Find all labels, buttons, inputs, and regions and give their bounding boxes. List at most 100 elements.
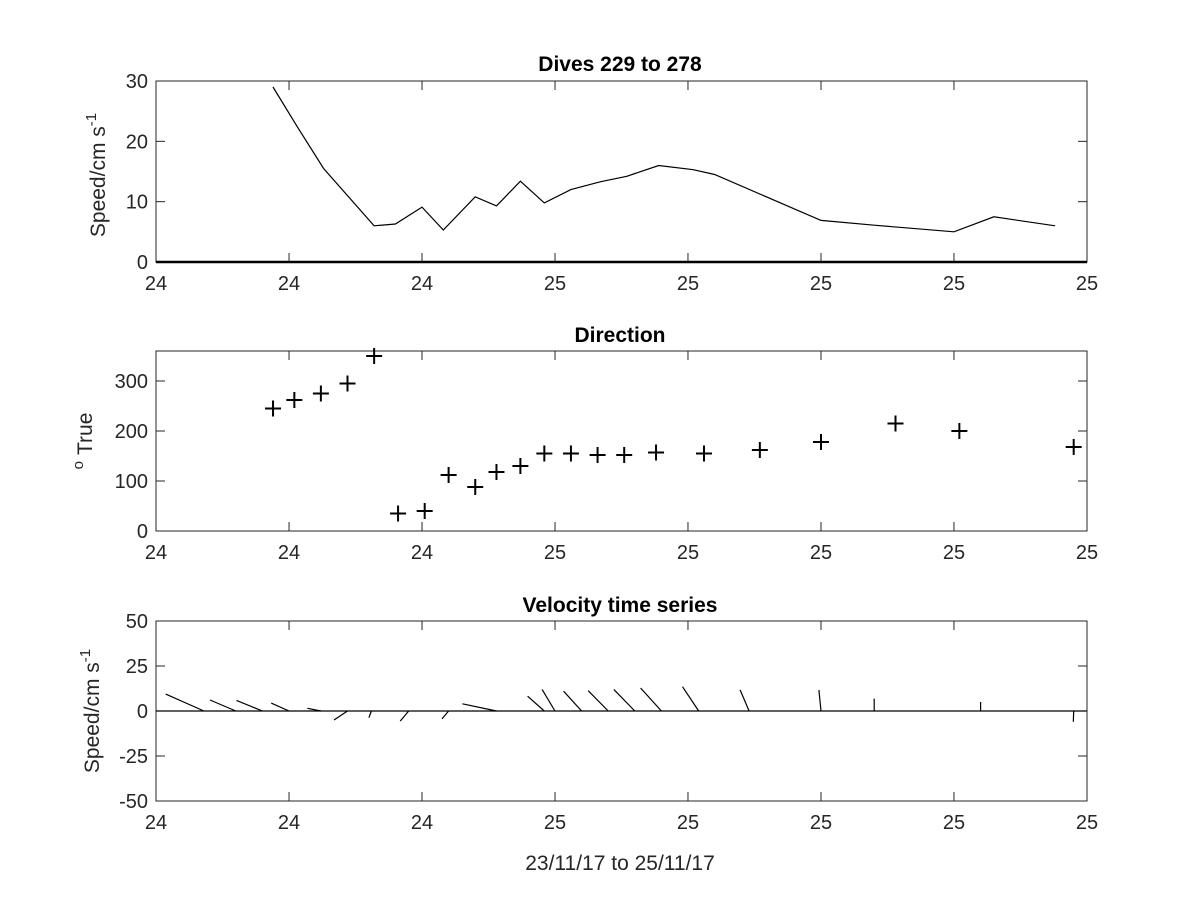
direction-xtick-label: 25: [544, 542, 566, 564]
direction-point: [951, 423, 968, 439]
velocity-stick: [441, 710, 450, 720]
velocity-xtick-label: 24: [411, 812, 433, 834]
velocity-stick: [563, 690, 583, 712]
direction-point: [887, 415, 904, 432]
velocity-stick: [682, 686, 700, 712]
speed-title: Dives 229 to 278: [538, 53, 702, 76]
velocity-stick: [333, 710, 348, 721]
direction-panel: Direction o True 0 100 200 300 24 24 24 25 25 25 25…: [70, 324, 1098, 564]
speed-xtick-label: 25: [943, 273, 965, 295]
speed-xtick-label: 24: [411, 273, 433, 295]
velocity-ytick-label: -25: [119, 746, 148, 768]
velocity-ytick-label: 50: [126, 611, 148, 633]
direction-point: [751, 442, 768, 458]
velocity-xtick-label: 25: [943, 812, 965, 834]
speed-ytick-label: 10: [126, 192, 148, 214]
direction-plot-area: 0 100 200 300 24 24 24 25 25 25 25 25: [115, 348, 1098, 564]
velocity-stick: [587, 690, 609, 712]
velocity-xlabel: 23/11/17 to 25/11/17: [525, 852, 715, 875]
direction-xtick-label: 24: [411, 542, 433, 564]
direction-ytick-label: 300: [115, 371, 148, 393]
direction-axes-box: [155, 350, 1088, 532]
speed-ytick-label: 20: [126, 131, 148, 153]
direction-point: [562, 445, 579, 462]
direction-point: [312, 385, 329, 402]
direction-point: [813, 434, 830, 450]
velocity-ylabel: Speed/cm s-1: [77, 649, 104, 773]
velocity-stick: [613, 688, 636, 712]
direction-ytick-label: 100: [115, 471, 148, 493]
direction-xtick-label: 24: [145, 542, 167, 564]
direction-point: [695, 445, 712, 462]
speed-xtick-label: 25: [544, 273, 566, 295]
velocity-stick: [640, 687, 662, 712]
speed-series-line: [272, 86, 1056, 233]
speed-ytick-label: 30: [126, 71, 148, 93]
speed-panel: Dives 229 to 278 Speed/cm s-1 0 10 20 30 24 2…: [83, 53, 1098, 295]
speed-xtick-label: 25: [810, 273, 832, 295]
velocity-ytick-label: -50: [119, 791, 148, 813]
direction-xtick-label: 25: [943, 542, 965, 564]
velocity-xtick-label: 25: [1076, 812, 1098, 834]
direction-title: Direction: [574, 324, 665, 347]
direction-xtick-label: 25: [677, 542, 699, 564]
velocity-xtick-label: 25: [677, 812, 699, 834]
velocity-stick: [739, 689, 750, 712]
direction-xtick-label: 25: [810, 542, 832, 564]
velocity-xtick-label: 24: [278, 812, 300, 834]
velocity-stick: [527, 695, 545, 712]
velocity-stick: [270, 702, 290, 712]
speed-xtick-label: 24: [278, 273, 300, 295]
velocity-stick: [541, 689, 556, 712]
velocity-title: Velocity time series: [523, 594, 718, 617]
direction-point: [1065, 439, 1082, 455]
speed-ytick-label: 0: [137, 252, 148, 274]
direction-point: [416, 503, 433, 519]
direction-ytick-label: 0: [137, 521, 148, 543]
velocity-stick: [209, 699, 237, 712]
velocity-ylabel-sup: -1: [77, 649, 94, 662]
velocity-plot-area: -50 -25 0 25 50 24 24 24 25 25 25 25 25: [119, 611, 1098, 834]
direction-point: [339, 375, 356, 392]
direction-point: [366, 348, 383, 364]
velocity-stick: [462, 703, 497, 712]
direction-point: [512, 458, 529, 474]
direction-point: [390, 505, 407, 522]
direction-ylabel: o True: [70, 413, 97, 470]
velocity-ytick-label: 0: [137, 701, 148, 723]
direction-point: [286, 392, 303, 408]
direction-ytick-label: 200: [115, 421, 148, 443]
speed-axes-box: [155, 80, 1088, 263]
direction-point: [589, 447, 606, 463]
speed-ylabel-sup: -1: [83, 113, 100, 126]
velocity-stick: [818, 689, 822, 712]
velocity-xtick-label: 25: [544, 812, 566, 834]
velocity-stick: [399, 710, 410, 722]
speed-ylabel-text: Speed/cm s: [87, 126, 110, 237]
speed-ylabel: Speed/cm s-1: [83, 113, 110, 237]
velocity-panel: Velocity time series Speed/cm s-1 23/11/…: [77, 594, 1098, 875]
velocity-stick: [307, 707, 322, 712]
direction-point: [616, 447, 633, 463]
direction-point: [536, 445, 553, 462]
direction-point: [648, 444, 665, 461]
speed-xtick-label: 24: [145, 273, 167, 295]
direction-ylabel-text: True: [74, 413, 97, 455]
velocity-stick: [165, 693, 205, 712]
direction-xtick-label: 25: [1076, 542, 1098, 564]
velocity-stick: [368, 710, 372, 718]
direction-point: [265, 400, 282, 417]
speed-xtick-label: 25: [1076, 273, 1098, 295]
speed-xtick-label: 25: [677, 273, 699, 295]
direction-ylabel-prefix: o: [70, 461, 87, 469]
speed-plot-area: 0 10 20 30 24 24 24 25 25 25 25 25: [126, 71, 1098, 295]
direction-point: [488, 464, 505, 480]
velocity-ytick-label: 25: [126, 656, 148, 678]
velocity-xtick-label: 24: [145, 812, 167, 834]
velocity-xtick-label: 25: [810, 812, 832, 834]
direction-xtick-label: 24: [278, 542, 300, 564]
velocity-stick: [236, 699, 263, 712]
velocity-ylabel-text: Speed/cm s: [81, 662, 104, 773]
direction-point: [440, 467, 457, 483]
